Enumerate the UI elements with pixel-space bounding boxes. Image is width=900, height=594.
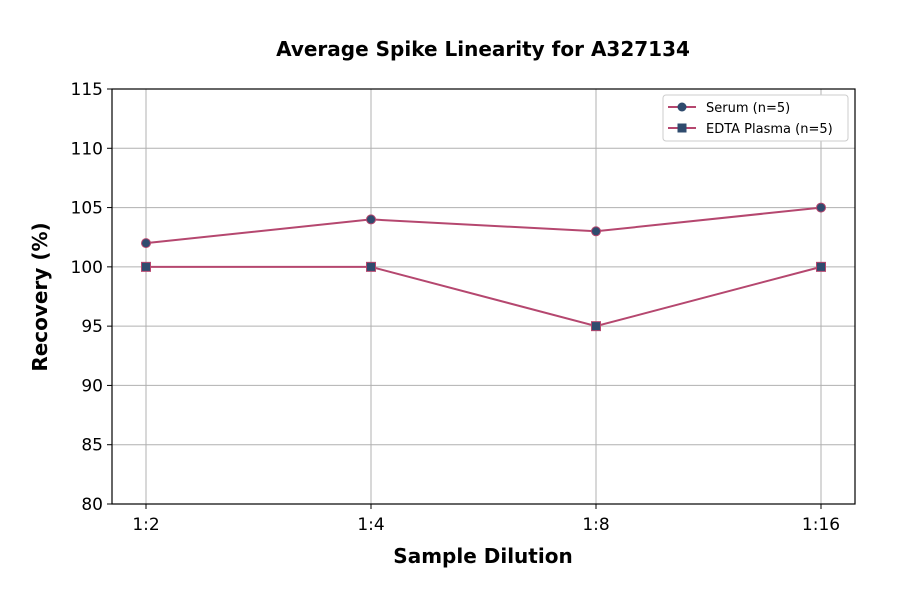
y-axis-label: Recovery (%)	[28, 222, 52, 371]
data-point	[591, 321, 601, 332]
data-point	[816, 261, 826, 272]
y-tick-label: 105	[71, 199, 103, 219]
x-tick-label: 1:8	[582, 515, 609, 535]
data-point	[816, 202, 826, 213]
plot-frame	[111, 88, 856, 505]
legend-label: EDTA Plasma (n=5)	[706, 122, 833, 137]
series-line	[145, 206, 822, 245]
data-point	[141, 261, 151, 272]
legend-label: Serum (n=5)	[706, 101, 790, 116]
y-tick-label: 95	[81, 317, 103, 337]
data-point	[591, 226, 601, 237]
y-tick-label: 80	[81, 495, 103, 515]
series-line	[146, 265, 822, 328]
y-tick-label: 115	[71, 80, 103, 100]
data-point	[366, 261, 376, 272]
y-tick-label: 110	[71, 139, 103, 159]
legend: Serum (n=5) EDTA Plasma (n=5)	[662, 94, 849, 142]
y-tick-label: 85	[81, 436, 103, 456]
legend-marker	[677, 123, 687, 133]
x-tick-label: 1:4	[357, 515, 384, 535]
x-axis-label: Sample Dilution	[393, 544, 572, 568]
y-tick-label: 90	[81, 376, 103, 396]
x-tick-label: 1:16	[802, 515, 840, 535]
legend-marker	[677, 102, 687, 112]
data-point	[366, 214, 376, 225]
legend-box	[662, 94, 849, 142]
y-tick-label: 100	[71, 258, 103, 278]
chart-title: Average Spike Linearity for A327134	[276, 37, 690, 61]
x-tick-label: 1:2	[132, 515, 159, 535]
data-point	[141, 238, 151, 249]
